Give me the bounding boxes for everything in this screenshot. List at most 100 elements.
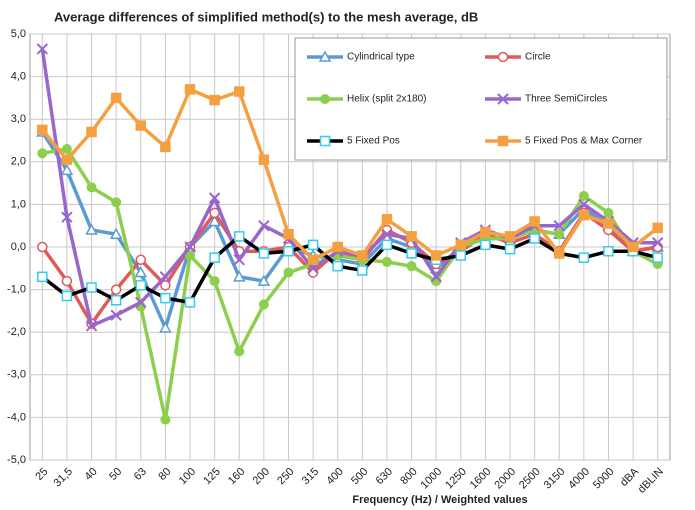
marker — [381, 228, 393, 240]
marker — [159, 321, 172, 333]
marker — [406, 248, 417, 259]
marker — [497, 93, 509, 105]
marker — [160, 141, 171, 153]
marker — [85, 223, 98, 235]
marker — [480, 239, 491, 251]
x-tick-label: 160 — [226, 466, 247, 487]
marker — [184, 297, 196, 308]
marker — [110, 92, 122, 104]
series — [37, 84, 663, 266]
marker — [184, 241, 196, 253]
marker — [307, 254, 319, 266]
marker — [651, 237, 664, 249]
marker — [233, 231, 245, 242]
x-tick-label: 25 — [33, 466, 50, 483]
marker — [578, 190, 589, 201]
x-tick-label: 100 — [177, 466, 198, 487]
marker — [61, 275, 73, 287]
marker — [110, 295, 122, 306]
marker — [332, 260, 343, 272]
marker — [135, 254, 147, 266]
marker — [85, 320, 98, 332]
x-tick-label: 200 — [251, 466, 272, 487]
x-tick-label: 5000 — [591, 466, 617, 492]
marker — [110, 309, 122, 321]
marker — [283, 246, 294, 257]
y-tick-label: 3,0 — [11, 113, 26, 125]
y-tick-label: -5,0 — [7, 454, 26, 466]
marker — [160, 280, 171, 291]
marker — [480, 226, 491, 238]
marker — [332, 241, 343, 253]
marker — [357, 250, 368, 261]
marker — [381, 256, 392, 267]
marker — [86, 182, 97, 193]
marker — [208, 214, 221, 227]
x-tick-label: 800 — [398, 466, 419, 487]
marker — [160, 414, 171, 425]
marker — [234, 346, 245, 357]
marker — [578, 198, 590, 211]
marker — [184, 84, 196, 95]
x-tick-label: 1000 — [419, 466, 445, 492]
marker — [61, 144, 72, 155]
marker — [430, 271, 442, 283]
marker — [319, 135, 331, 147]
marker — [554, 229, 565, 240]
marker — [37, 241, 48, 253]
legend-label: Circle — [525, 52, 551, 63]
marker — [318, 50, 332, 62]
y-tick-label: -2,0 — [7, 326, 26, 338]
marker — [36, 43, 49, 55]
x-tick-label: 1600 — [468, 466, 494, 492]
marker — [134, 266, 148, 278]
marker — [258, 154, 270, 165]
marker — [529, 216, 540, 227]
y-tick-label: 1,0 — [11, 198, 26, 210]
marker — [209, 276, 220, 287]
marker — [209, 94, 220, 106]
marker — [603, 207, 614, 218]
marker — [37, 148, 48, 159]
marker — [110, 284, 122, 295]
x-tick-label: 500 — [349, 466, 370, 487]
x-tick-label: 63 — [132, 466, 149, 483]
y-tick-label: -3,0 — [7, 369, 26, 381]
marker — [258, 219, 270, 232]
marker — [86, 126, 97, 138]
x-tick-label: 1250 — [443, 466, 469, 492]
marker — [553, 219, 565, 232]
legend-label: 5 Fixed Pos — [347, 136, 400, 147]
marker — [86, 282, 97, 293]
marker — [652, 222, 663, 234]
marker — [578, 252, 590, 263]
x-tick-label: 80 — [156, 466, 173, 483]
marker — [455, 250, 467, 261]
x-tick-label: 400 — [324, 466, 345, 487]
marker — [307, 239, 319, 251]
marker — [209, 252, 220, 263]
x-tick-label: 2000 — [492, 466, 518, 492]
marker — [135, 280, 147, 291]
marker — [185, 250, 195, 261]
marker — [258, 248, 270, 259]
x-axis-label: Frequency (Hz) / Weighted values — [352, 494, 527, 506]
legend-label: Three SemiCircles — [525, 94, 607, 105]
marker — [381, 214, 393, 225]
marker — [603, 246, 614, 257]
marker — [233, 254, 245, 266]
marker — [257, 274, 271, 286]
x-tick-label: 630 — [374, 466, 395, 487]
y-tick-label: -4,0 — [7, 411, 26, 423]
marker — [61, 211, 73, 223]
x-tick-label: 3150 — [542, 466, 568, 492]
marker — [406, 231, 417, 242]
marker — [455, 239, 467, 251]
marker — [60, 163, 74, 176]
marker — [258, 299, 269, 310]
legend-label: Helix (split 2x180) — [347, 94, 426, 105]
marker — [61, 290, 73, 302]
x-tick-label: 31,5 — [51, 466, 75, 490]
marker — [320, 94, 330, 104]
legend — [294, 37, 668, 161]
